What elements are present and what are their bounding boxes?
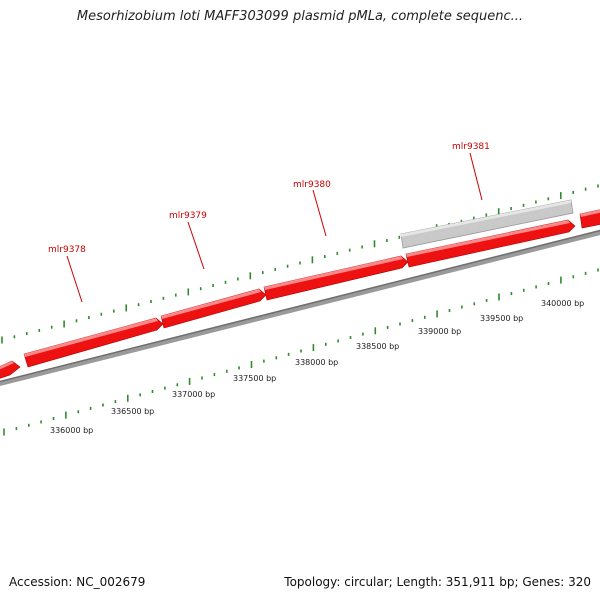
gene-arrow-mlr9381-strand[interactable] [405, 219, 576, 268]
gene-arrow-partial-left[interactable] [0, 360, 21, 381]
gene-label-mlr9381[interactable]: mlr9381 [452, 142, 490, 152]
gene-leader-line [469, 152, 483, 201]
bp-position-label: 338500 bp [356, 342, 399, 351]
bp-position-label: 337500 bp [233, 374, 276, 383]
bp-position-label: 339500 bp [480, 314, 523, 323]
bp-position-label: 336000 bp [50, 426, 93, 435]
gene-arrow-mlr9379[interactable] [160, 288, 267, 329]
map-title: Mesorhizobium loti MAFF303099 plasmid pM… [76, 9, 524, 24]
gene-leader-line [66, 255, 83, 303]
lower-tick-track [3, 268, 599, 436]
bp-position-label: 337000 bp [172, 390, 215, 399]
gene-label-mlr9378[interactable]: mlr9378 [48, 245, 86, 255]
upper-tick-track [1, 184, 599, 344]
genome-summary-text: Topology: circular; Length: 351,911 bp; … [284, 575, 591, 589]
gene-arrow-mlr9378[interactable] [23, 317, 164, 368]
bp-position-label: 340000 bp [541, 299, 584, 308]
gene-label-mlr9379[interactable]: mlr9379 [169, 211, 207, 221]
accession-text: Accession: NC_002679 [9, 575, 146, 589]
genome-backbone-edge [0, 229, 600, 383]
bp-position-label: 336500 bp [111, 407, 154, 416]
genome-backbone [0, 229, 600, 387]
gene-leader-line [187, 221, 205, 270]
bp-position-label: 338000 bp [295, 358, 338, 367]
bp-position-label: 339000 bp [418, 327, 461, 336]
gene-highlight-mlr9381[interactable] [400, 199, 574, 249]
gene-leader-line [312, 189, 327, 237]
gene-arrow-partial-right[interactable] [579, 207, 600, 229]
gene-arrow-mlr9380[interactable] [263, 255, 409, 301]
gene-label-mlr9380[interactable]: mlr9380 [293, 180, 331, 190]
